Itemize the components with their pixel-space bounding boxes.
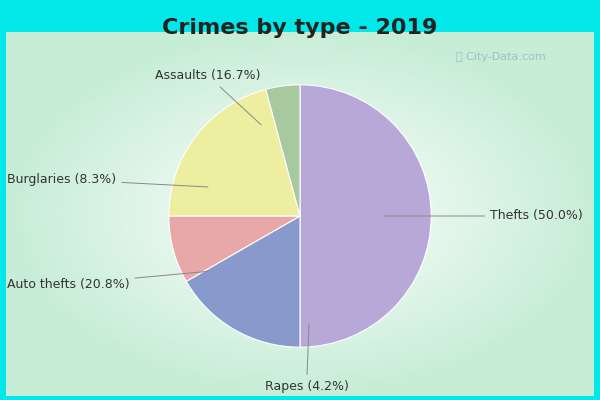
Text: Auto thefts (20.8%): Auto thefts (20.8%) <box>7 271 208 291</box>
Text: Thefts (50.0%): Thefts (50.0%) <box>384 210 583 222</box>
Wedge shape <box>266 85 300 216</box>
Wedge shape <box>186 216 300 347</box>
Wedge shape <box>300 85 431 347</box>
Title: Crimes by type - 2019: Crimes by type - 2019 <box>163 18 437 38</box>
Text: ⓘ City-Data.com: ⓘ City-Data.com <box>456 52 546 62</box>
Wedge shape <box>169 216 300 281</box>
Text: Rapes (4.2%): Rapes (4.2%) <box>265 324 349 393</box>
Text: Burglaries (8.3%): Burglaries (8.3%) <box>7 173 208 187</box>
Text: Assaults (16.7%): Assaults (16.7%) <box>155 69 261 125</box>
Wedge shape <box>169 89 300 216</box>
